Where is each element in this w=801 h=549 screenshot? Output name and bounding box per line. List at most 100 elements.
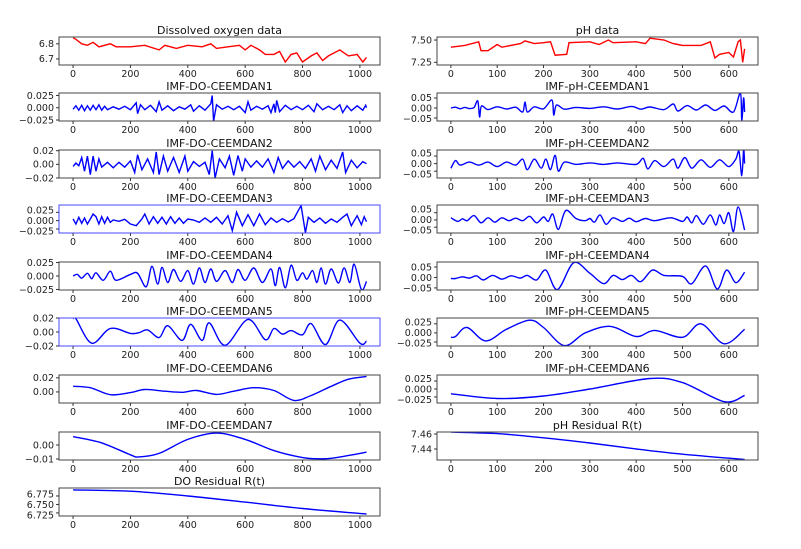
subplot-title: IMF-DO-CEEMDAN6: [166, 362, 273, 375]
y-tick-label: 0.00: [411, 215, 432, 226]
x-tick-label: 400: [627, 125, 645, 136]
x-tick-label: 600: [720, 407, 738, 418]
axes-frame: [58, 149, 381, 179]
series-line: [450, 37, 746, 63]
subplot: IMF-DO-CEEMDAN5 0 200 400 600 800 1000 0.02 0.00…: [25, 305, 381, 361]
x-tick-label: 1000: [348, 407, 372, 418]
x-tick-label: 500: [673, 464, 691, 475]
y-tick-label: 6.8: [39, 39, 54, 50]
x-tick-label: 600: [720, 69, 738, 80]
subplot-title: IMF-DO-CEEMDAN5: [166, 305, 273, 318]
x-tick-label: 800: [293, 125, 311, 136]
subplot-title: IMF-DO-CEEMDAN7: [166, 419, 273, 432]
x-tick-label: 200: [534, 294, 552, 305]
subplot-title: DO Residual R(t): [174, 475, 265, 488]
x-tick-label: 300: [581, 294, 599, 305]
axes-frame: [436, 431, 759, 461]
x-tick-label: 500: [673, 350, 691, 361]
x-tick-label: 600: [720, 350, 738, 361]
x-tick-label: 200: [534, 125, 552, 136]
y-tick-label: 0.025: [27, 258, 54, 269]
x-tick-label: 800: [293, 69, 311, 80]
x-tick-label: 0: [70, 237, 76, 248]
y-tick-label: 0.000: [27, 103, 54, 114]
y-tick-label: −0.02: [25, 341, 54, 352]
y-tick-label: 6.725: [27, 510, 54, 521]
series-line: [73, 375, 367, 402]
subplot: pH data 0 100 200 300 400 500 600 7.50 7.25: [411, 24, 759, 80]
subplot: IMF-DO-CEEMDAN2 0 200 400 600 800 1000 0.02 0.00…: [25, 137, 381, 193]
x-tick-label: 0: [70, 520, 76, 531]
series-line: [450, 93, 746, 121]
subplot-title: IMF-DO-CEEMDAN1: [166, 80, 273, 93]
x-tick-label: 800: [293, 464, 311, 475]
y-tick-label: 0.025: [405, 374, 432, 385]
subplot: IMF-DO-CEEMDAN1 0 200 400 600 800 1000 0.0250.0…: [19, 80, 381, 136]
subplot-title: IMF-pH-CEEMDAN2: [545, 137, 649, 150]
x-tick-label: 400: [627, 237, 645, 248]
x-tick-label: 200: [534, 69, 552, 80]
x-tick-label: 400: [627, 69, 645, 80]
x-tick-label: 0: [448, 294, 454, 305]
x-tick-label: 1000: [348, 294, 372, 305]
subplot: IMF-pH-CEEMDAN6 0 100 200 300 400 500 600 0.0250…: [397, 362, 759, 418]
series-line: [72, 432, 367, 460]
y-tick-label: −0.05: [403, 226, 432, 237]
x-tick-label: 100: [488, 294, 506, 305]
subplot: IMF-DO-CEEMDAN4 0 200 400 600 800 1000 0.025 0.0…: [19, 249, 381, 305]
x-tick-label: 600: [236, 294, 254, 305]
y-tick-label: 0.05: [411, 148, 432, 159]
x-tick-label: 200: [121, 182, 139, 193]
y-tick-label: 0.025: [27, 91, 54, 102]
x-tick-label: 1000: [348, 182, 372, 193]
series-line: [72, 263, 368, 290]
x-tick-label: 0: [448, 407, 454, 418]
x-tick-label: 600: [236, 69, 254, 80]
x-tick-label: 0: [448, 350, 454, 361]
series-line: [72, 318, 367, 346]
x-tick-label: 400: [179, 520, 197, 531]
x-tick-label: 400: [179, 69, 197, 80]
y-tick-label: 7.50: [411, 35, 432, 46]
x-tick-label: 600: [236, 237, 254, 248]
subplot: IMF-pH-CEEMDAN5 0 100 200 300 400 500 600 0.0250…: [397, 305, 759, 361]
x-tick-label: 100: [488, 237, 506, 248]
y-tick-label: −0.025: [19, 115, 54, 126]
x-tick-label: 0: [448, 464, 454, 475]
x-tick-label: 500: [673, 69, 691, 80]
y-tick-label: 0.00: [411, 159, 432, 170]
x-tick-label: 400: [179, 350, 197, 361]
x-tick-label: 200: [534, 237, 552, 248]
x-tick-label: 0: [448, 69, 454, 80]
x-tick-label: 200: [121, 407, 139, 418]
x-tick-label: 200: [121, 69, 139, 80]
x-tick-label: 400: [627, 294, 645, 305]
x-tick-label: 600: [720, 464, 738, 475]
subplot: IMF-pH-CEEMDAN4 0 100 200 300 400 500 600 0.050.…: [403, 249, 759, 305]
subplot-title: pH Residual R(t): [553, 419, 642, 432]
axes-frame: [436, 204, 759, 234]
y-tick-label: 7.44: [411, 444, 432, 455]
x-tick-label: 500: [673, 407, 691, 418]
series-line: [72, 150, 367, 178]
subplot: DO Residual R(t)0 200 400 600 800 10006.7756.…: [27, 475, 381, 531]
x-tick-label: 800: [293, 407, 311, 418]
x-tick-label: 200: [534, 464, 552, 475]
x-tick-label: 800: [293, 350, 311, 361]
series-line: [450, 319, 746, 346]
subplot-title: IMF-pH-CEEMDAN6: [545, 362, 649, 375]
x-tick-label: 100: [488, 464, 506, 475]
x-tick-label: 400: [627, 350, 645, 361]
x-tick-label: 0: [70, 182, 76, 193]
x-tick-label: 1000: [348, 237, 372, 248]
x-tick-label: 100: [488, 182, 506, 193]
y-tick-label: 0.02: [33, 146, 54, 157]
x-tick-label: 600: [720, 294, 738, 305]
subplot-title: IMF-pH-CEEMDAN4: [545, 249, 649, 262]
x-tick-label: 200: [121, 520, 139, 531]
x-tick-label: 0: [70, 294, 76, 305]
x-tick-label: 200: [121, 237, 139, 248]
y-tick-label: 0.05: [411, 93, 432, 104]
series-line: [450, 206, 746, 233]
subplot-title: IMF-pH-CEEMDAN3: [545, 192, 649, 205]
